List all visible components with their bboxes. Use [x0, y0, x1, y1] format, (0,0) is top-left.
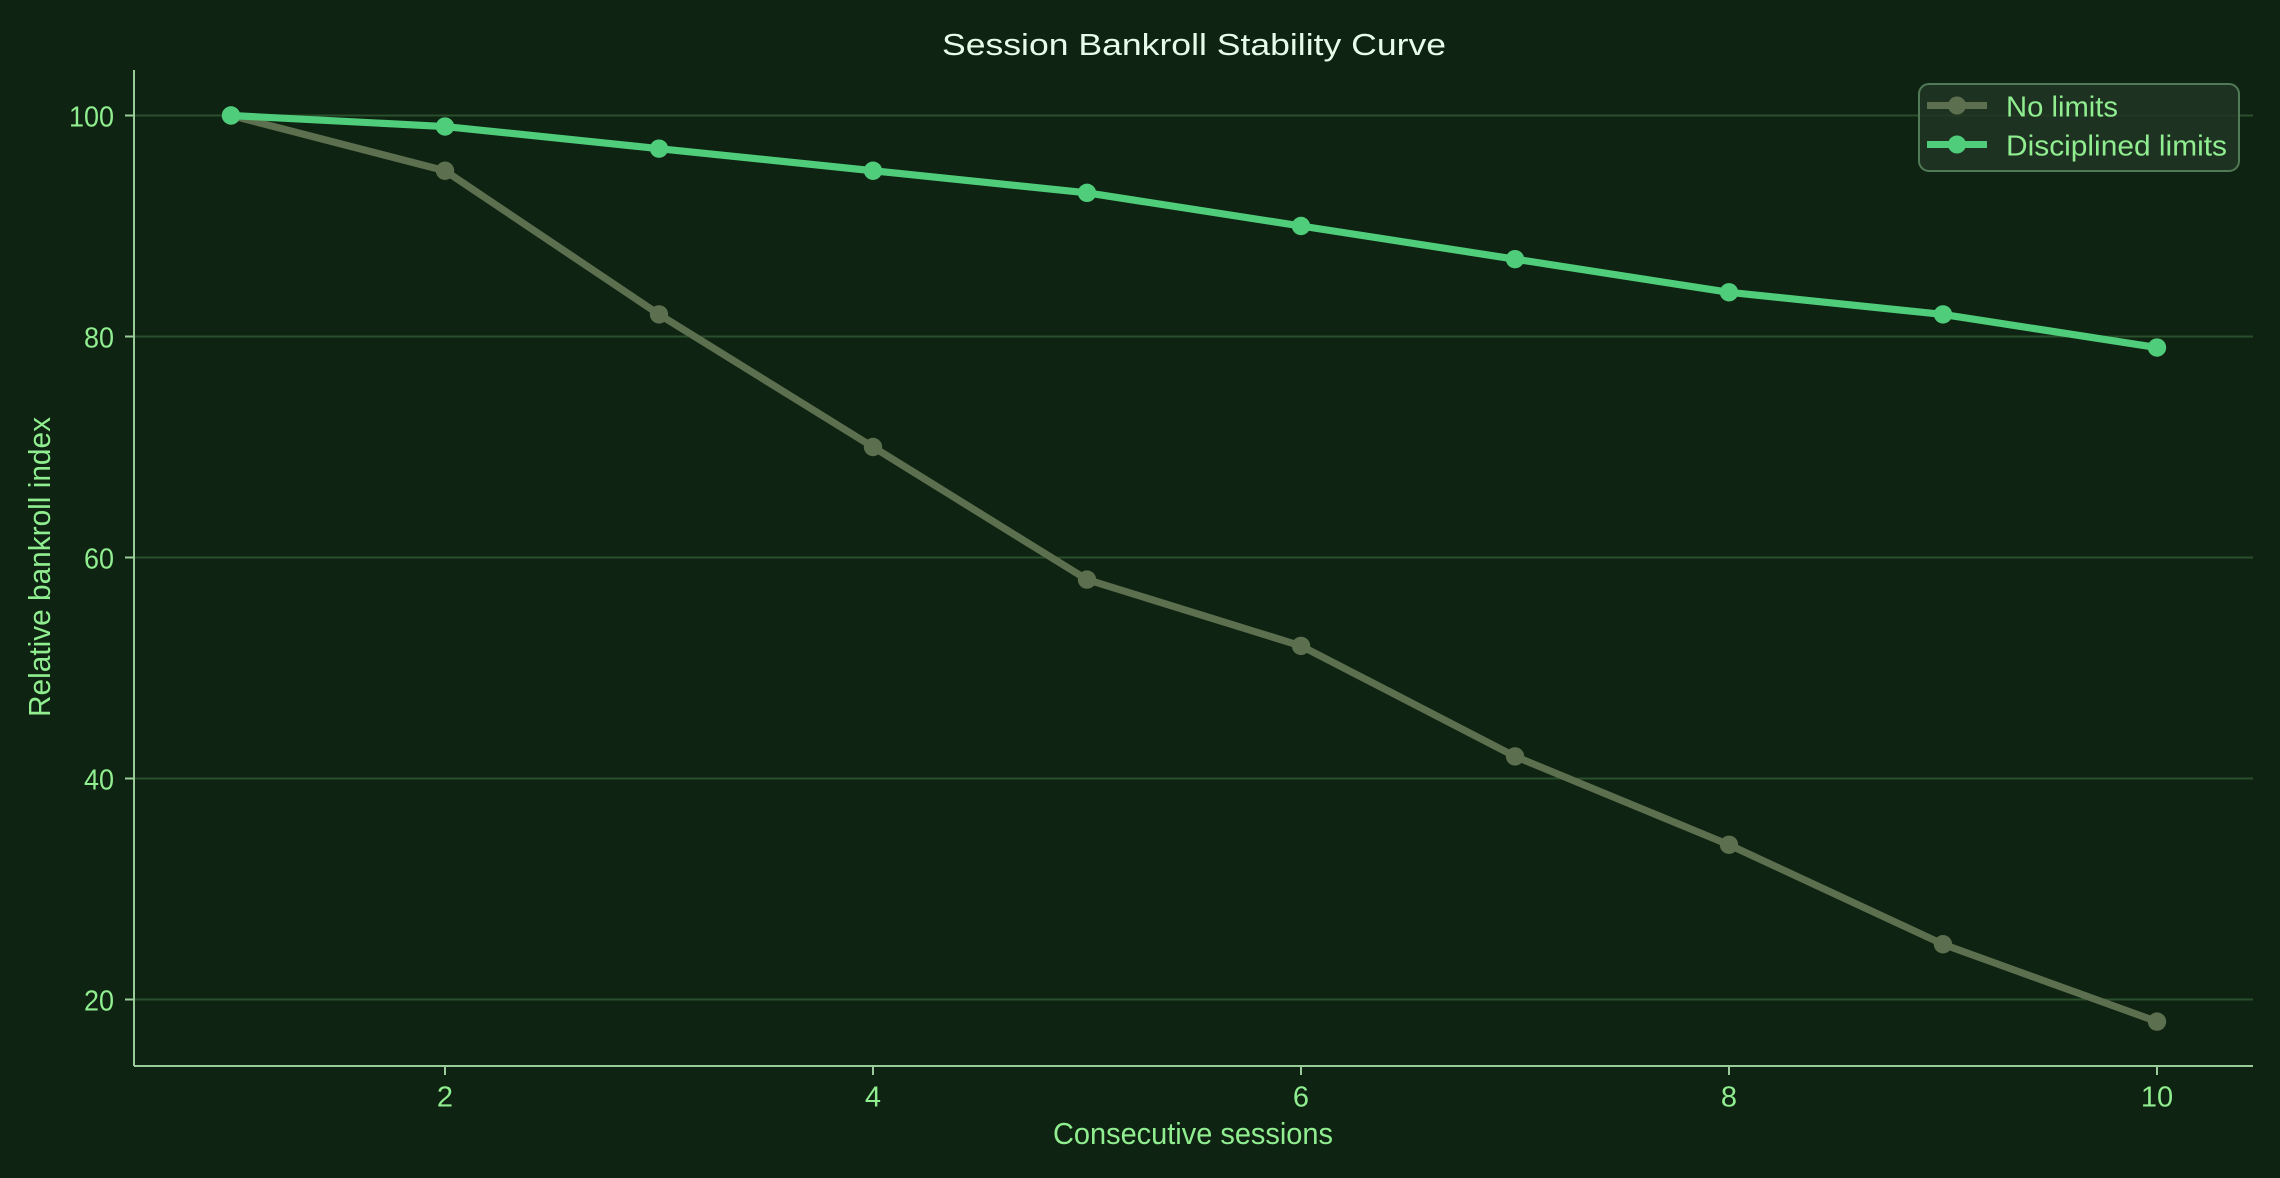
- svg-text:20: 20: [84, 986, 114, 1018]
- svg-text:Session Bankroll Stability Cur: Session Bankroll Stability Curve: [942, 27, 1446, 62]
- svg-text:Relative bankroll index: Relative bankroll index: [22, 417, 57, 717]
- svg-text:60: 60: [84, 544, 114, 576]
- svg-text:80: 80: [84, 323, 114, 355]
- svg-text:Disciplined limits: Disciplined limits: [2006, 131, 2227, 163]
- svg-text:6: 6: [1293, 1082, 1309, 1114]
- svg-text:8: 8: [1721, 1082, 1737, 1114]
- svg-text:100: 100: [69, 102, 114, 134]
- svg-text:40: 40: [84, 765, 114, 797]
- svg-text:No limits: No limits: [2006, 92, 2118, 124]
- svg-text:10: 10: [2141, 1082, 2173, 1114]
- svg-text:2: 2: [437, 1082, 453, 1114]
- svg-text:4: 4: [865, 1082, 881, 1114]
- svg-text:Consecutive sessions: Consecutive sessions: [1053, 1116, 1333, 1151]
